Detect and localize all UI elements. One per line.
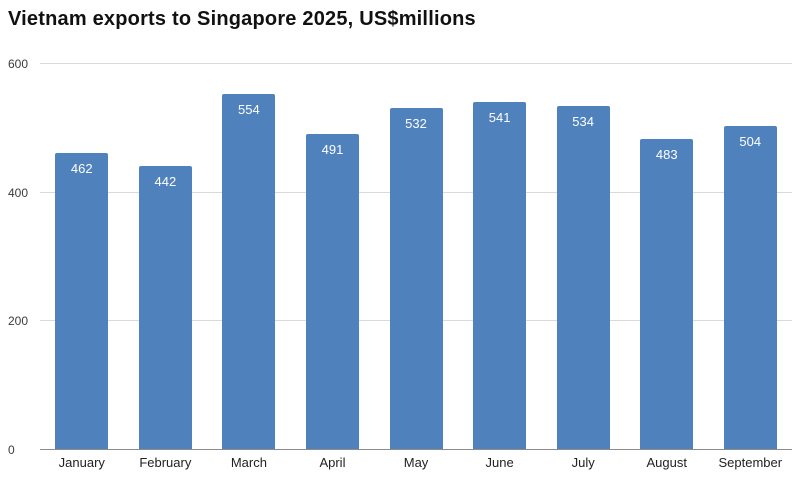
x-axis-label: May xyxy=(403,455,429,470)
gridline xyxy=(40,63,792,64)
bar-february: 442 xyxy=(138,165,192,450)
bar-value-label: 504 xyxy=(739,133,762,149)
x-axis-label: April xyxy=(319,455,346,470)
bar-slot: 491 xyxy=(291,64,375,450)
bar-slot: 442 xyxy=(124,64,208,450)
x-axis-label: June xyxy=(485,455,514,470)
plot-area: 462 442 554 491 532 541 534 483 504 xyxy=(40,63,792,450)
bar-value-label: 462 xyxy=(70,160,93,176)
bar-slot: 554 xyxy=(207,64,291,450)
x-axis-label: January xyxy=(58,455,105,470)
x-axis-label: March xyxy=(230,455,267,470)
bar-value-label: 532 xyxy=(405,115,427,131)
bar-july: 534 xyxy=(556,106,610,450)
x-axis-label: September xyxy=(718,455,783,470)
bar-value-label: 491 xyxy=(321,142,344,158)
chart-title: Vietnam exports to Singapore 2025, US$mi… xyxy=(8,8,476,30)
bar-value-label: 442 xyxy=(154,173,177,189)
x-axis-label: July xyxy=(571,455,595,470)
y-axis-tick-label: 600 xyxy=(8,57,29,71)
bar-series: 462 442 554 491 532 541 534 483 504 xyxy=(40,64,792,450)
bar-may: 532 xyxy=(389,107,443,450)
bar-september: 504 xyxy=(723,125,777,450)
bar-value-label: 541 xyxy=(488,109,511,125)
bar-slot: 483 xyxy=(625,64,709,450)
bar-slot: 504 xyxy=(709,64,793,450)
bar-slot: 541 xyxy=(458,64,542,450)
x-axis-line xyxy=(40,449,792,450)
bar-slot: 532 xyxy=(374,64,458,450)
y-axis-tick-label: 400 xyxy=(8,185,29,200)
x-axis-label: August xyxy=(646,455,687,470)
y-axis-tick-label: 0 xyxy=(8,443,15,457)
bar-april: 491 xyxy=(305,134,359,450)
x-axis: January February March April May June July Augu… xyxy=(40,455,792,470)
y-axis-tick-label: 200 xyxy=(8,314,29,329)
bar-august: 483 xyxy=(640,139,694,450)
bar-march: 554 xyxy=(222,93,276,450)
bar-slot: 534 xyxy=(541,64,625,450)
bar-january: 462 xyxy=(55,152,109,450)
x-axis-label: February xyxy=(139,455,192,470)
bar-value-label: 483 xyxy=(655,147,678,163)
bar-slot: 462 xyxy=(40,64,124,450)
bar-value-label: 554 xyxy=(238,101,260,117)
y-axis: 0 200 400 600 xyxy=(0,57,38,457)
bar-june: 541 xyxy=(473,101,527,450)
bar-value-label: 534 xyxy=(572,114,594,130)
